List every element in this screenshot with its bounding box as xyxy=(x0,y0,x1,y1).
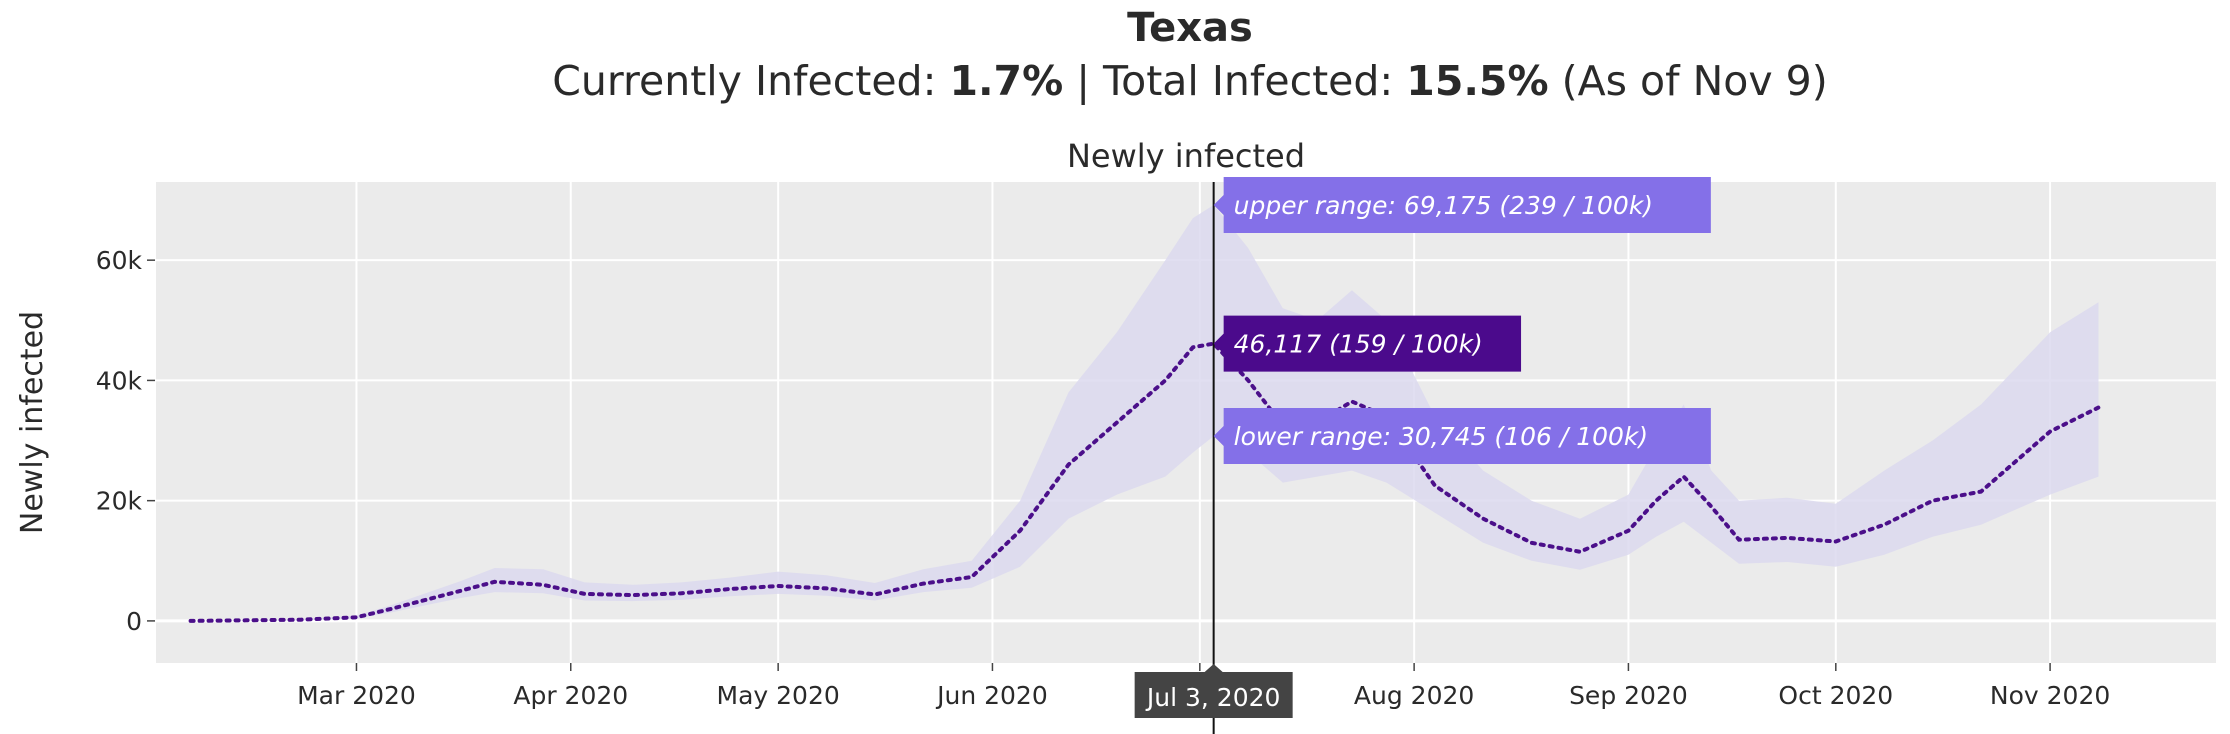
title-block: Texas Currently Infected: 1.7% | Total I… xyxy=(0,2,2230,108)
state-title: Texas xyxy=(1127,5,1253,51)
total-infected-label: Total Infected: xyxy=(1103,57,1407,105)
total-infected-value: 15.5% xyxy=(1406,57,1549,105)
y-tick-label: 60k xyxy=(96,246,143,275)
value-tooltip-text: 46,117 (159 / 100k) xyxy=(1234,330,1483,359)
x-tick-label: Apr 2020 xyxy=(513,681,628,710)
x-tick-label: Aug 2020 xyxy=(1354,681,1474,710)
lower-range-tooltip-box xyxy=(1213,408,1711,465)
x-tick-label: Oct 2020 xyxy=(1778,681,1893,710)
date-tooltip-text: Jul 3, 2020 xyxy=(1145,683,1281,712)
lower-range-tooltip-text: lower range: 30,745 (106 / 100k) xyxy=(1234,422,1649,451)
x-tick-label: Nov 2020 xyxy=(1990,681,2110,710)
y-tick-label: 20k xyxy=(96,487,143,516)
chart-title: Newly infected xyxy=(1067,137,1305,175)
y-tick-label: 0 xyxy=(126,607,142,636)
upper-range-tooltip-text: upper range: 69,175 (239 / 100k) xyxy=(1234,191,1653,220)
y-axis-title: Newly infected xyxy=(15,311,50,534)
range-band xyxy=(190,205,2099,621)
as-of-date: (As of Nov 9) xyxy=(1548,57,1828,105)
x-tick-label: May 2020 xyxy=(717,681,840,710)
y-tick-label: 40k xyxy=(96,366,143,395)
upper-range-tooltip-box xyxy=(1213,176,1711,233)
date-tooltip-box xyxy=(1134,664,1293,718)
x-tick-label: Sep 2020 xyxy=(1569,681,1688,710)
currently-infected-value: 1.7% xyxy=(949,57,1064,105)
subtitle-separator: | xyxy=(1063,57,1104,105)
hover-layer: upper range: 69,175 (239 / 100k) 46,117 (… xyxy=(1134,176,1711,734)
y-axis: 0 20k 40k 60k xyxy=(96,246,155,636)
subtitle: Currently Infected: 1.7% | Total Infecte… xyxy=(0,54,2230,108)
newly-infected-line xyxy=(188,341,2101,623)
x-tick-label: Mar 2020 xyxy=(297,681,416,710)
currently-infected-label: Currently Infected: xyxy=(552,57,950,105)
value-tooltip-box xyxy=(1213,315,1522,372)
x-tick-label: Jun 2020 xyxy=(935,681,1048,710)
